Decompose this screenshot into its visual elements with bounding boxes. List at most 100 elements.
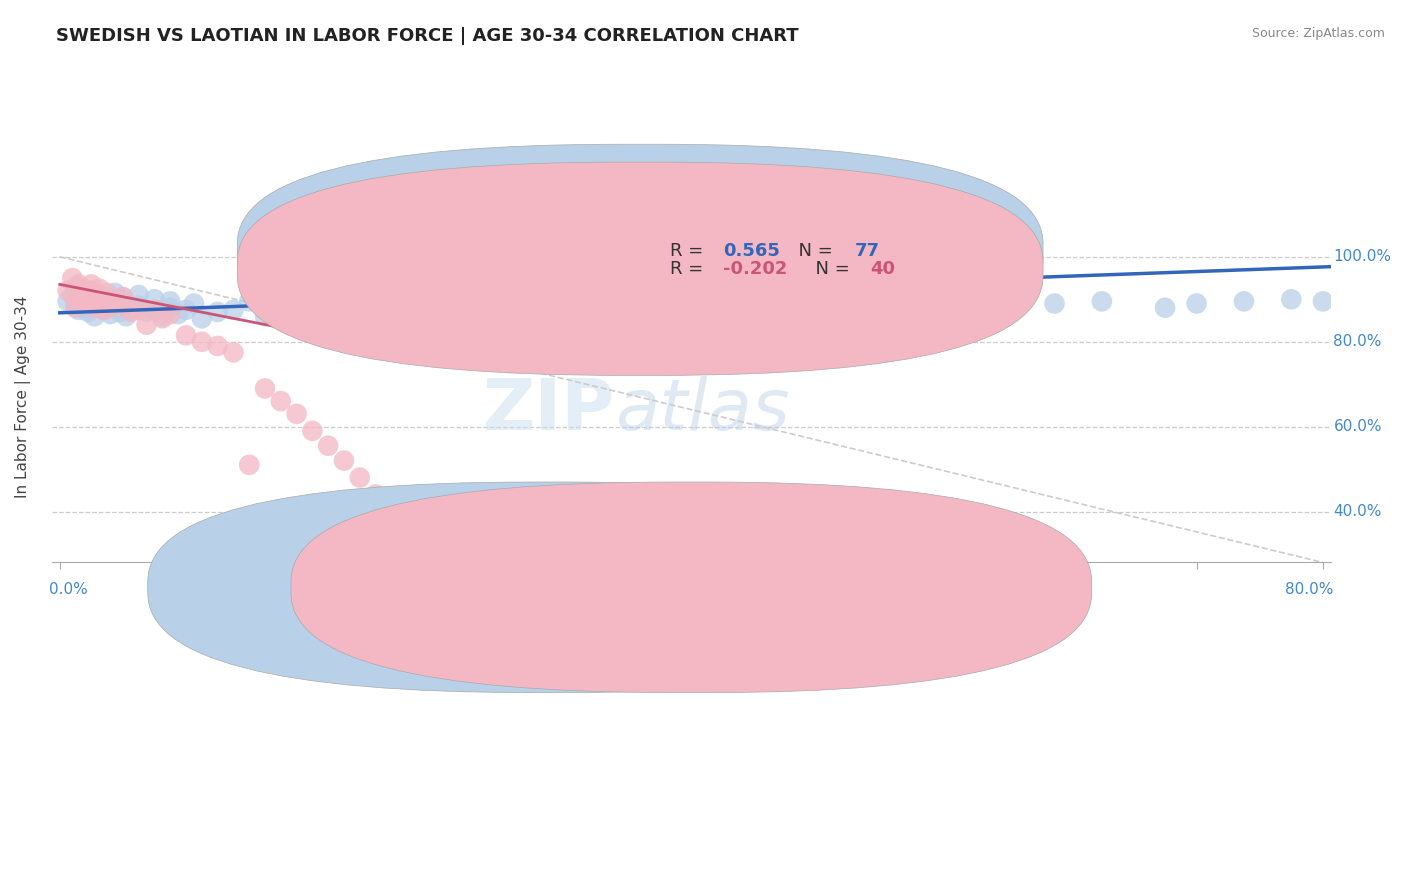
- Point: [1343, 288, 1365, 302]
- Point: [285, 407, 308, 421]
- Text: 60.0%: 60.0%: [1333, 419, 1382, 434]
- Point: [104, 296, 127, 310]
- Point: [96, 294, 118, 309]
- Point: [1312, 294, 1334, 309]
- Text: N =: N =: [787, 242, 839, 260]
- Point: [72, 285, 94, 300]
- Point: [96, 285, 118, 300]
- Point: [602, 305, 624, 319]
- Point: [77, 305, 100, 319]
- Text: 80.0%: 80.0%: [1333, 334, 1382, 349]
- Point: [83, 301, 105, 315]
- Point: [120, 305, 142, 319]
- Point: [65, 279, 87, 293]
- Point: [569, 311, 592, 326]
- Point: [222, 302, 245, 317]
- Text: atlas: atlas: [614, 376, 789, 444]
- Point: [72, 282, 94, 296]
- Point: [191, 334, 214, 349]
- Point: [96, 301, 118, 315]
- Point: [77, 294, 100, 309]
- Point: [301, 299, 323, 313]
- Point: [111, 301, 134, 315]
- Point: [60, 288, 83, 302]
- Point: [1154, 301, 1177, 315]
- Point: [93, 302, 115, 317]
- Point: [522, 326, 544, 341]
- Point: [238, 294, 260, 309]
- Point: [316, 439, 339, 453]
- Text: R =: R =: [669, 260, 709, 277]
- Point: [1185, 296, 1208, 310]
- Point: [159, 307, 181, 321]
- Point: [1233, 294, 1256, 309]
- Point: [89, 282, 111, 296]
- Text: 40.0%: 40.0%: [1333, 504, 1382, 519]
- Point: [222, 345, 245, 359]
- Point: [111, 290, 134, 304]
- Point: [174, 328, 197, 343]
- Point: [111, 290, 134, 304]
- Point: [93, 302, 115, 317]
- Point: [83, 310, 105, 324]
- Point: [838, 299, 860, 313]
- Point: [491, 302, 513, 317]
- Text: -0.202: -0.202: [723, 260, 787, 277]
- Point: [443, 547, 465, 561]
- Point: [270, 301, 292, 315]
- Point: [111, 299, 134, 313]
- Point: [995, 302, 1018, 317]
- Point: [89, 292, 111, 306]
- Point: [253, 381, 276, 395]
- Point: [135, 305, 157, 319]
- Point: [115, 310, 138, 324]
- FancyBboxPatch shape: [238, 145, 1043, 358]
- Point: [80, 285, 103, 300]
- Text: 0.565: 0.565: [723, 242, 780, 260]
- Point: [80, 294, 103, 309]
- Point: [427, 301, 450, 315]
- Text: ZIP: ZIP: [482, 376, 614, 444]
- Point: [238, 458, 260, 472]
- FancyBboxPatch shape: [238, 162, 1043, 376]
- FancyBboxPatch shape: [148, 482, 949, 692]
- Point: [349, 470, 371, 484]
- Point: [65, 290, 87, 304]
- Point: [191, 311, 214, 326]
- Point: [174, 302, 197, 317]
- Text: Swedes: Swedes: [574, 580, 633, 595]
- Point: [143, 302, 166, 317]
- Point: [396, 302, 419, 317]
- Text: 40: 40: [870, 260, 896, 277]
- Point: [120, 302, 142, 317]
- Point: [183, 296, 205, 310]
- Point: [67, 277, 90, 292]
- FancyBboxPatch shape: [602, 233, 915, 281]
- Text: SWEDISH VS LAOTIAN IN LABOR FORCE | AGE 30-34 CORRELATION CHART: SWEDISH VS LAOTIAN IN LABOR FORCE | AGE …: [56, 27, 799, 45]
- Point: [159, 301, 181, 315]
- Point: [1375, 284, 1398, 298]
- Y-axis label: In Labor Force | Age 30-34: In Labor Force | Age 30-34: [15, 295, 31, 498]
- Point: [159, 294, 181, 309]
- Point: [96, 290, 118, 304]
- Point: [886, 301, 908, 315]
- Point: [775, 302, 797, 317]
- Point: [207, 339, 229, 353]
- Point: [67, 302, 90, 317]
- Point: [932, 296, 955, 310]
- Point: [98, 307, 121, 321]
- Point: [135, 318, 157, 332]
- Text: Source: ZipAtlas.com: Source: ZipAtlas.com: [1251, 27, 1385, 40]
- Point: [80, 284, 103, 298]
- Point: [301, 424, 323, 438]
- Point: [56, 294, 79, 309]
- Point: [364, 310, 387, 324]
- Text: 100.0%: 100.0%: [1333, 249, 1392, 264]
- Point: [89, 288, 111, 302]
- Point: [128, 299, 150, 313]
- Point: [60, 271, 83, 285]
- Point: [167, 307, 190, 321]
- Point: [150, 310, 173, 324]
- Point: [333, 453, 356, 467]
- Point: [727, 301, 749, 315]
